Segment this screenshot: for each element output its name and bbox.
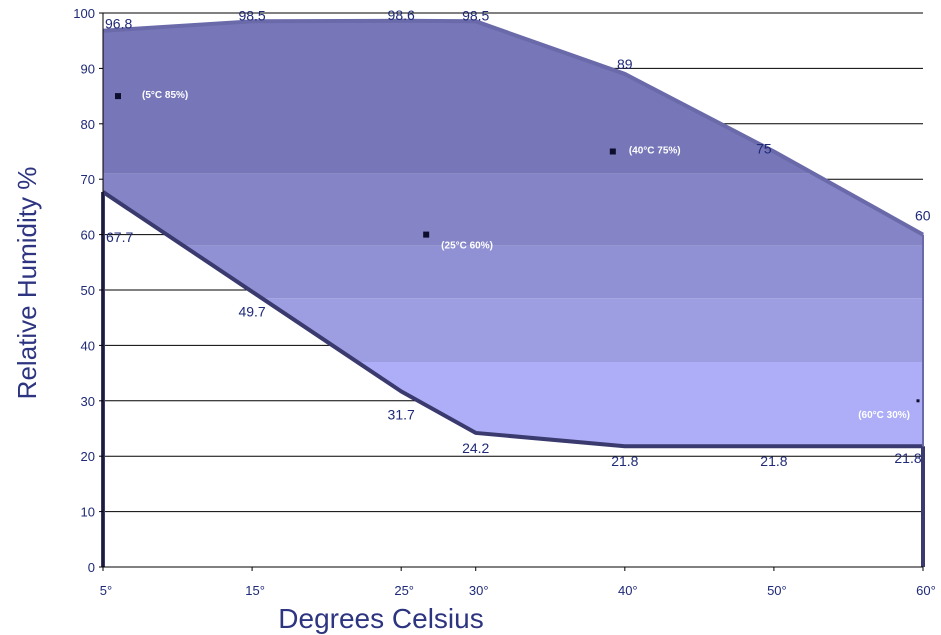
data-point xyxy=(916,399,920,403)
lower-boundary-label: 21.8 xyxy=(760,453,787,469)
y-tick-label-60: 60 xyxy=(81,228,95,243)
region-band-5 xyxy=(103,362,923,447)
x-tick-label-15: 15° xyxy=(245,583,265,598)
x-tick-label-30: 30° xyxy=(469,583,489,598)
upper-boundary-label: 75 xyxy=(756,141,772,157)
y-tick-label-0: 0 xyxy=(88,560,95,575)
upper-boundary-label: 60 xyxy=(915,208,931,224)
data-points: (5°C 85%) (25°C 60%) (40°C 75%) (60°C 30%) xyxy=(115,90,920,421)
upper-boundary-label: 98.5 xyxy=(238,7,265,23)
y-tick-label-20: 20 xyxy=(81,449,95,464)
x-tick-label-60: 60° xyxy=(916,583,936,598)
lower-boundary-label: 67.7 xyxy=(106,229,133,245)
lower-boundary-label: 24.2 xyxy=(462,440,489,456)
y-tick-label-70: 70 xyxy=(81,172,95,187)
axes: 0 10 20 30 40 50 60 70 80 90 100 5° 15° 25° 30° 40° 50° 6… xyxy=(73,6,936,598)
upper-boundary-label: 96.8 xyxy=(105,16,132,32)
x-tick-label-40: 40° xyxy=(618,583,638,598)
upper-boundary-label: 89 xyxy=(617,56,633,72)
lower-boundary-label: 49.7 xyxy=(238,304,265,320)
x-tick-label-25: 25° xyxy=(394,583,414,598)
data-point-label: (5°C 85%) xyxy=(142,90,188,101)
data-point-label: (25°C 60%) xyxy=(441,241,493,252)
data-point-label: (40°C 75%) xyxy=(629,146,681,157)
region-band-2 xyxy=(103,173,923,246)
region-band-1 xyxy=(103,20,923,174)
lower-boundary-label: 21.8 xyxy=(611,453,638,469)
y-tick-label-80: 80 xyxy=(81,117,95,132)
y-tick-label-30: 30 xyxy=(81,394,95,409)
upper-boundary-line xyxy=(102,18,924,237)
data-point xyxy=(423,231,430,238)
x-axis-title: Degrees Celsius xyxy=(278,603,483,634)
data-point xyxy=(609,148,616,155)
y-tick-label-100: 100 xyxy=(73,6,95,21)
lower-boundary-label: 21.8 xyxy=(894,450,921,466)
x-tick-label-50: 50° xyxy=(767,583,787,598)
y-tick-label-10: 10 xyxy=(81,505,95,520)
data-labels: 96.8 98.5 98.6 98.5 89 75 60 67.7 49.7 31.7 24.2 21… xyxy=(105,7,931,469)
y-tick-label-40: 40 xyxy=(81,338,95,353)
lower-boundary-label: 31.7 xyxy=(388,406,415,422)
region-band-4 xyxy=(103,298,923,363)
lower-boundary-line xyxy=(101,190,923,449)
y-tick-label-90: 90 xyxy=(81,61,95,76)
data-point xyxy=(115,93,121,100)
data-point-label: (60°C 30%) xyxy=(858,410,910,421)
y-tick-label-50: 50 xyxy=(81,283,95,298)
x-tick-label-5: 5° xyxy=(100,583,112,598)
upper-boundary-label: 98.5 xyxy=(462,7,489,23)
upper-boundary-label: 98.6 xyxy=(388,7,415,23)
y-axis-title: Relative Humidity % xyxy=(12,167,42,400)
